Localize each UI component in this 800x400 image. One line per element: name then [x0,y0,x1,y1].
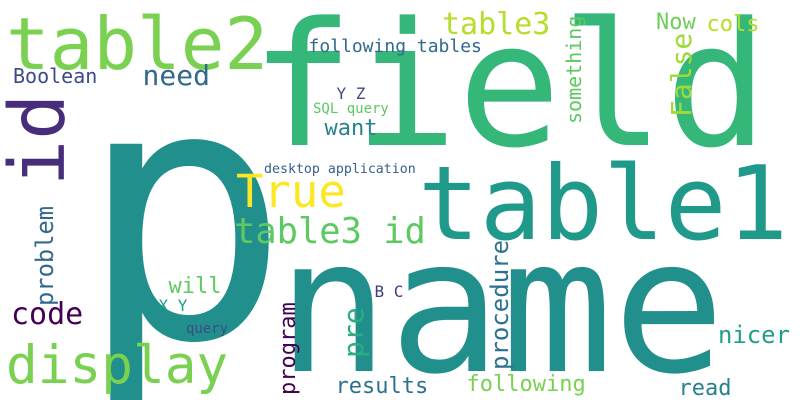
word-y-z: Y Z [336,84,366,103]
word-results: results [335,374,429,399]
word-table1: table1 [418,144,789,264]
word-id: id [0,93,83,186]
word-something: something [562,15,586,124]
word-following-tables: following tables [308,36,482,57]
word-p: p [77,9,291,400]
word-name: name [277,198,725,400]
word-now: Now [656,10,696,35]
word-desktop-application: desktop application [264,161,416,177]
word-read: read [678,376,732,400]
word-will: will [168,274,222,299]
word-problem: problem [31,205,59,306]
word-field: field [250,0,769,186]
word-table2: table2 [6,2,269,87]
word-display: display [6,334,229,396]
word-nicer: nicer [718,321,790,349]
word-following: following [466,372,586,397]
word-want: want [324,116,378,141]
word-query: query [186,321,228,337]
word-b-c: B C [374,282,404,301]
word-cols: cols [706,12,760,37]
word-program: program [276,301,301,395]
word-true: True [236,165,346,218]
word-sql-query: SQL query [313,101,389,117]
word-procedure: procedure [486,239,514,370]
word-x-y: X Y [158,296,188,315]
word-code: code [11,297,84,332]
word-boolean: Boolean [13,64,98,88]
word-need: need [142,59,210,92]
word-table3: table3 [442,7,551,42]
word-false: False [665,32,698,117]
word-pre: pre [337,306,370,358]
word-table3-id: table3 id [234,210,426,252]
